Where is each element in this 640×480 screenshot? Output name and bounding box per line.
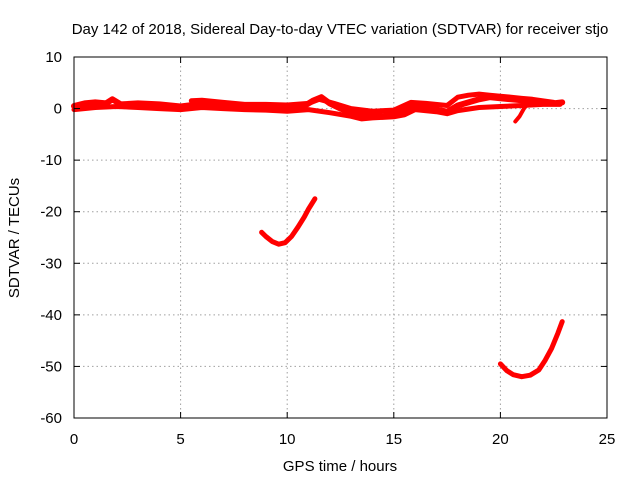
y-tick-label: -20 (40, 204, 62, 221)
y-tick-label: -30 (40, 255, 62, 272)
series-main-band-lower (71, 101, 563, 122)
series-arc-21h (497, 319, 565, 380)
x-tick-label: 0 (70, 431, 78, 448)
x-tick-label: 10 (279, 431, 296, 448)
x-tick-label: 15 (385, 431, 402, 448)
series-layer (71, 91, 566, 380)
chart-title: Day 142 of 2018, Sidereal Day-to-day VTE… (72, 21, 609, 38)
y-tick-label: -50 (40, 358, 62, 375)
y-tick-labels: 10 0 -10 -20 -30 -40 -50 -60 (40, 49, 62, 427)
axis-ticks (73, 56, 608, 419)
y-tick-label: 0 (54, 101, 62, 118)
series-arc-10h (259, 196, 318, 247)
y-tick-label: -60 (40, 410, 62, 427)
y-axis-label: SDTVAR / TECUs (6, 178, 23, 298)
series-short-drop (513, 101, 531, 124)
y-tick-label: -10 (40, 152, 62, 169)
x-axis-label: GPS time / hours (283, 458, 397, 475)
x-tick-label: 20 (492, 431, 509, 448)
x-tick-label: 25 (599, 431, 616, 448)
plot-frame (73, 56, 608, 419)
y-tick-label: 10 (45, 49, 62, 66)
x-tick-label: 5 (176, 431, 184, 448)
y-tick-label: -40 (40, 307, 62, 324)
x-tick-labels: 0 5 10 15 20 25 (70, 431, 616, 448)
series-main-band-upper (188, 91, 557, 114)
